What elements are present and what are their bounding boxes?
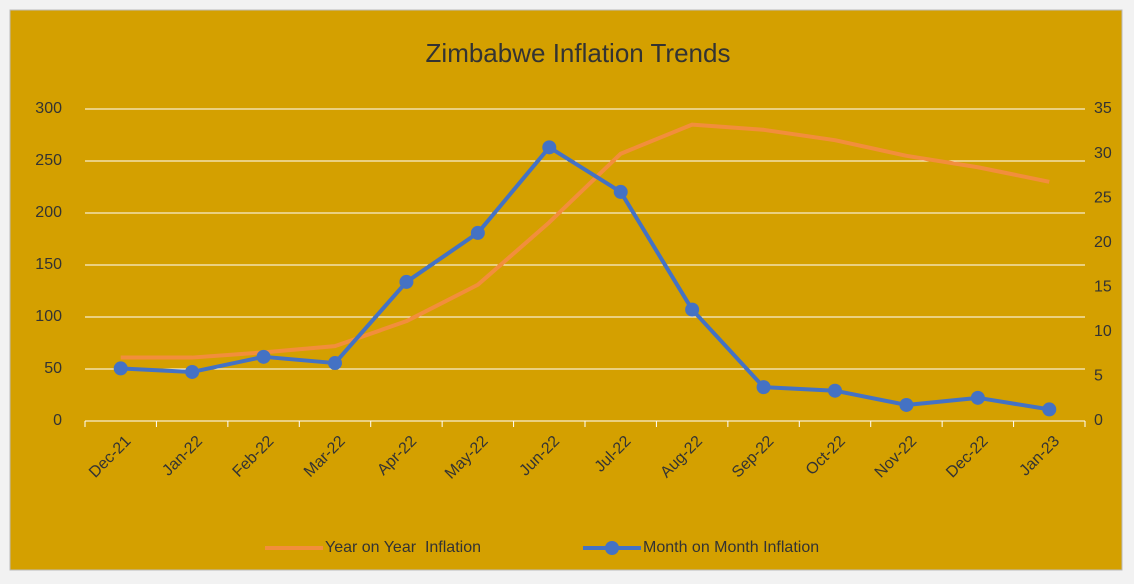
y-tick-label: 200 [35, 204, 62, 221]
point-marker [899, 397, 914, 412]
legend-marker [605, 541, 619, 555]
y2-tick-label: 15 [1094, 279, 1112, 296]
point-marker [185, 364, 200, 379]
y2-tick-label: 25 [1094, 189, 1112, 206]
y2-tick-label: 10 [1094, 323, 1112, 340]
legend-label: Year on Year Inflation [325, 539, 481, 556]
legend-label: Month on Month Inflation [643, 539, 819, 556]
y2-tick-label: 35 [1094, 100, 1112, 117]
y2-tick-label: 0 [1094, 412, 1103, 429]
series-line [120, 122, 1050, 360]
y-tick-label: 0 [53, 412, 62, 429]
point-marker [685, 302, 700, 317]
y-tick-label: 100 [35, 308, 62, 325]
point-marker [542, 140, 557, 155]
y-tick-label: 300 [35, 100, 62, 117]
point-marker [470, 225, 485, 240]
point-marker [756, 380, 771, 395]
point-marker [113, 361, 128, 376]
y2-tick-label: 5 [1094, 368, 1103, 385]
point-marker [970, 390, 985, 405]
chart-title: Zimbabwe Inflation Trends [426, 38, 731, 68]
point-marker [613, 184, 628, 199]
series-line [120, 145, 1050, 412]
point-marker [256, 349, 271, 364]
y-tick-label: 250 [35, 152, 62, 169]
y2-tick-label: 30 [1094, 145, 1112, 162]
chart-background [9, 9, 1123, 571]
point-marker [1042, 402, 1057, 417]
y-tick-label: 50 [44, 360, 62, 377]
y-tick-label: 150 [35, 256, 62, 273]
point-marker [828, 383, 842, 398]
point-marker [399, 274, 414, 289]
y2-tick-label: 20 [1094, 234, 1112, 251]
point-marker [328, 356, 342, 371]
